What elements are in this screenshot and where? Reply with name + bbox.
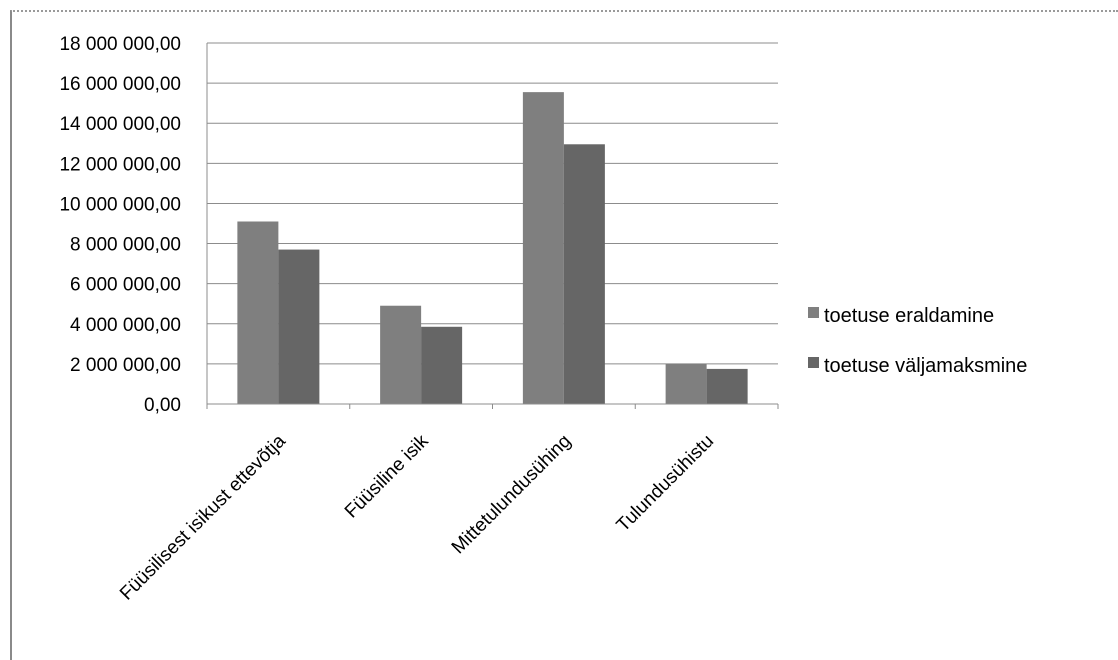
- legend-label-series-2: toetuse väljamaksmine: [824, 355, 1027, 377]
- legend-swatch-series-1: [808, 307, 819, 318]
- bars: [237, 92, 748, 404]
- y-tick-label: 18 000 000,00: [59, 34, 181, 55]
- y-tick-label: 14 000 000,00: [59, 114, 181, 135]
- x-tick-label: Füüsiline isik: [341, 430, 433, 522]
- chart-frame: [10, 10, 1118, 660]
- bar-series-1-cat-2: [380, 305, 422, 404]
- bar-series-2-cat-3: [563, 144, 605, 404]
- y-tick-label: 8 000 000,00: [70, 235, 181, 256]
- y-tick-label: 10 000 000,00: [59, 194, 181, 215]
- bar-series-2-cat-2: [421, 326, 463, 404]
- x-tick-label: Tulundusühistu: [613, 431, 718, 536]
- y-axis-tick-labels: 0,00 2 000 000,00 4 000 000,00 6 000 000,00…: [59, 34, 181, 416]
- y-tick-label: 12 000 000,00: [59, 154, 181, 175]
- x-tick-label: Füüsilisest isikust ettevõtja: [116, 430, 290, 604]
- bar-series-1-cat-3: [522, 92, 564, 404]
- y-tick-label: 0,00: [144, 395, 181, 416]
- axes: [206, 43, 779, 409]
- x-tick-label: Mittetulundusühing: [448, 431, 576, 559]
- x-axis-tick-labels: Füüsilisest isikust ettevõtja Füüsiline i…: [116, 430, 718, 604]
- legend-label-series-1: toetuse eraldamine: [824, 305, 994, 327]
- legend-swatch-series-2: [808, 357, 819, 368]
- y-tick-label: 6 000 000,00: [70, 275, 181, 296]
- y-tick-label: 2 000 000,00: [70, 355, 181, 376]
- gridlines: [207, 42, 778, 365]
- bar-series-1-cat-1: [237, 221, 279, 404]
- bar-series-2-cat-1: [278, 249, 320, 404]
- legend: toetuse eraldamine toetuse väljamaksmine: [808, 305, 1027, 377]
- bar-series-2-cat-4: [706, 368, 748, 404]
- y-tick-label: 16 000 000,00: [59, 74, 181, 95]
- y-tick-label: 4 000 000,00: [70, 315, 181, 336]
- bar-series-1-cat-4: [665, 363, 707, 404]
